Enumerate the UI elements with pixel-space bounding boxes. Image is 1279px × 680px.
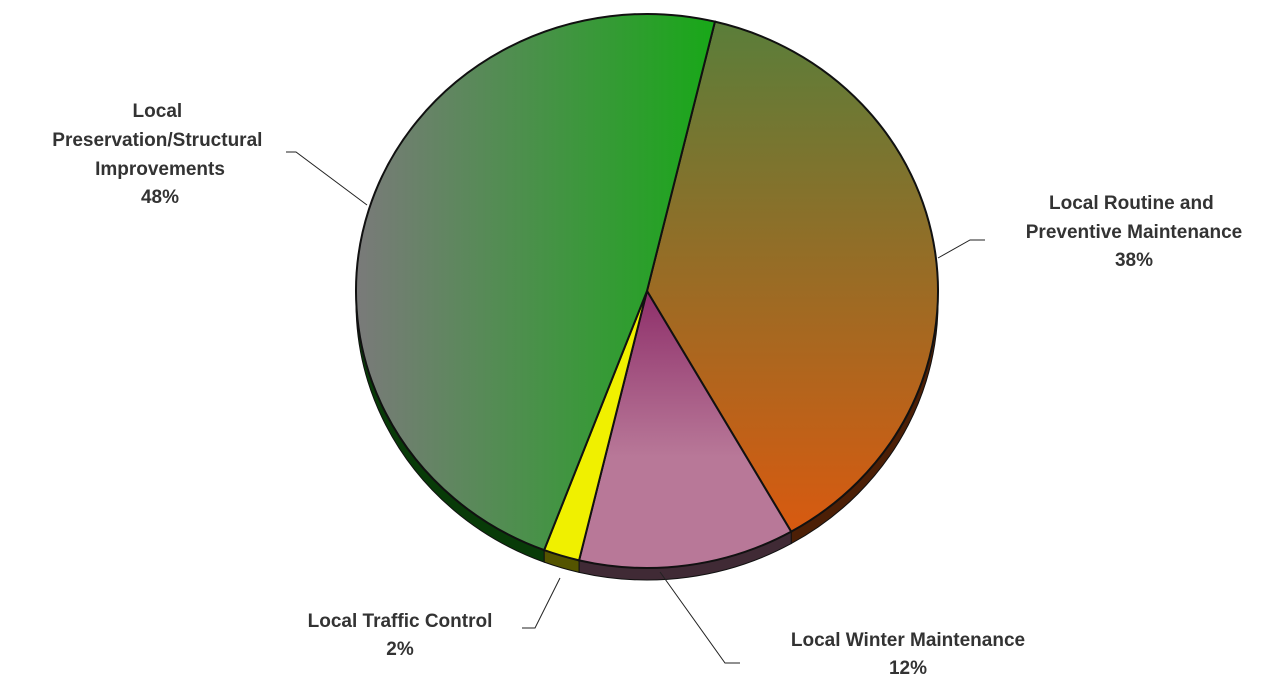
slice-label: Local Preservation/Structural Improvemen… <box>52 101 267 180</box>
leader-line <box>937 239 985 259</box>
value-label: 48% <box>141 187 179 208</box>
label-line: Preventive Maintenance <box>1026 222 1242 243</box>
slice <box>355 13 717 552</box>
label-line: Improvements <box>95 159 225 180</box>
slice-label: Local Winter Maintenance <box>791 630 1025 651</box>
leader-line <box>659 571 740 664</box>
slice-label: Local Traffic Control <box>308 611 493 632</box>
label-line: Preservation/Structural <box>52 130 267 151</box>
slice-label: Local Routine and Preventive Maintenance <box>1026 193 1242 243</box>
value-label: 38% <box>1115 250 1153 271</box>
value-label: 12% <box>889 658 927 679</box>
label-line: Local <box>133 101 188 122</box>
label-line: Local Winter Maintenance <box>791 630 1025 651</box>
value-label: 2% <box>386 639 414 660</box>
leader-line <box>522 577 561 629</box>
slice <box>645 20 939 533</box>
label-line: Local Traffic Control <box>308 611 493 632</box>
leader-line <box>286 151 368 206</box>
slice <box>577 288 793 569</box>
label-line: Local Routine and <box>1049 193 1219 214</box>
